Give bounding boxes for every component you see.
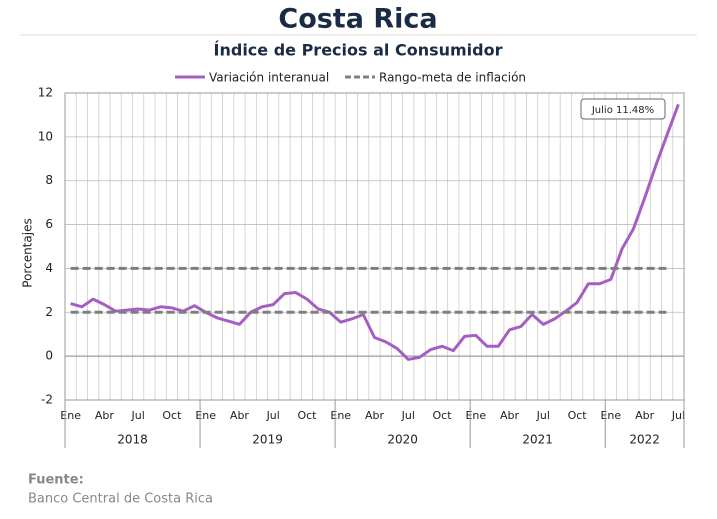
y-tick-label: 2 [45, 305, 53, 319]
source-text: Banco Central de Costa Rica [28, 492, 213, 507]
y-axis-label: Porcentajes [21, 218, 35, 287]
chart-subtitle: Índice de Precios al Consumidor [214, 41, 503, 60]
x-tick-label: Abr [230, 409, 250, 422]
y-tick-label: 6 [45, 217, 53, 231]
x-tick-label: Oct [297, 409, 317, 422]
annotation-box [580, 98, 666, 120]
x-tick-label: Jul [266, 409, 280, 422]
x-tick-label: Ene [465, 409, 486, 422]
source-label: Fuente: [28, 473, 84, 488]
y-tick-label: 4 [45, 261, 53, 275]
x-tick-label: Abr [635, 409, 655, 422]
x-tick-label: Oct [433, 409, 453, 422]
y-tick-label: 12 [38, 86, 53, 100]
year-label: 2022 [629, 433, 660, 447]
x-tick-label: Abr [95, 409, 115, 422]
y-tick-label: 0 [45, 349, 53, 363]
x-tick-label: Jul [536, 409, 550, 422]
year-label: 2020 [387, 433, 418, 447]
y-tick-label: 8 [45, 173, 53, 187]
y-tick-label: 10 [38, 129, 53, 143]
x-tick-label: Ene [600, 409, 621, 422]
annotation: Julio 11.48% [591, 105, 654, 116]
x-tick-label: Ene [330, 409, 351, 422]
year-label: 2021 [522, 433, 553, 447]
x-tick-label: Jul [401, 409, 415, 422]
x-tick-label: Jul [671, 409, 685, 422]
x-tick-label: Oct [568, 409, 588, 422]
year-label: 2019 [252, 433, 283, 447]
legend-label: Rango-meta de inflación [379, 71, 526, 85]
x-tick-label: Jul [131, 409, 145, 422]
legend-label: Variación interanual [209, 71, 329, 85]
year-label: 2018 [117, 433, 148, 447]
chart-title: Costa Rica [278, 4, 437, 35]
x-tick-label: Oct [162, 409, 182, 422]
data-line [70, 103, 680, 361]
x-tick-label: Abr [500, 409, 520, 422]
x-tick-label: Ene [60, 409, 81, 422]
x-tick-label: Abr [365, 409, 385, 422]
y-tick-label: -2 [41, 393, 53, 407]
x-tick-label: Ene [195, 409, 216, 422]
plot-frame [64, 92, 685, 401]
